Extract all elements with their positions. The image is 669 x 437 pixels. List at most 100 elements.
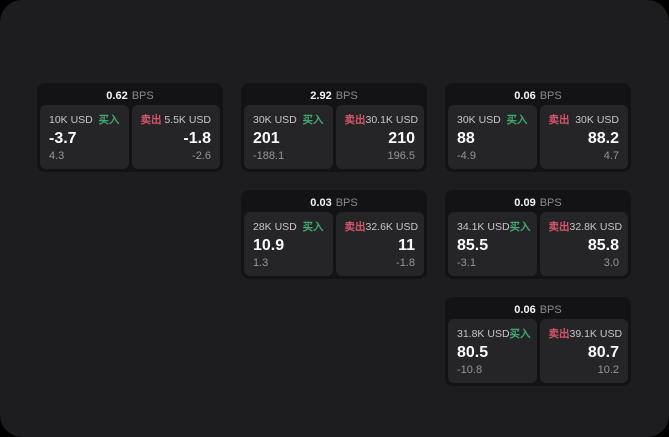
buy-change-value: 4.3 [49,150,65,162]
sell-change-value: -1.8 [396,257,415,269]
buy-size-label: 30K USD [457,113,501,126]
sell-size-label: 30.1K USD [365,113,419,126]
card-header: 0.09 BPS [448,193,628,212]
buy-panel[interactable]: 28K USD 买入 10.9 1.3 [244,212,333,276]
buy-tag: 买入 [98,114,120,126]
buy-panel-top: 31.8K USD 买入 [457,326,531,341]
sell-price-value: 88.2 [587,130,619,147]
sell-panel-top: 卖出 30.1K USD [344,112,419,127]
cards-grid: 0.62 BPS 10K USD 买入 -3.7 4.3 卖出 5.5K USD… [37,83,631,386]
sell-panel[interactable]: 卖出 30.1K USD 210 196.5 [335,105,424,169]
bps-value: 0.09 [514,196,536,209]
sell-panel[interactable]: 卖出 30K USD 88.2 4.7 [539,105,628,169]
quote-card: 0.62 BPS 10K USD 买入 -3.7 4.3 卖出 5.5K USD… [37,83,223,172]
sell-tag: 卖出 [344,221,366,233]
sell-size-label: 32.8K USD [569,220,623,233]
sell-panel[interactable]: 卖出 5.5K USD -1.8 -2.6 [131,105,220,169]
sell-size-label: 30K USD [575,113,619,126]
buy-panel-top: 30K USD 买入 [253,112,324,127]
bps-unit: BPS [335,196,358,209]
sell-panel[interactable]: 卖出 39.1K USD 80.7 10.2 [539,319,628,383]
buy-size-label: 28K USD [253,220,297,233]
card-header: 2.92 BPS [244,86,424,105]
sell-panel-top: 卖出 5.5K USD [141,112,212,127]
sell-size-label: 5.5K USD [164,113,211,126]
quote-card: 0.09 BPS 34.1K USD 买入 85.5 -3.1 卖出 32.8K… [445,190,631,279]
buy-panel-top: 34.1K USD 买入 [457,219,531,234]
sell-panel-top: 卖出 32.6K USD [344,219,419,234]
buy-price-value: 80.5 [457,344,489,361]
buy-change-value: -188.1 [253,150,285,162]
buy-size-label: 10K USD [49,113,93,126]
buy-price-value: -3.7 [49,130,77,147]
buy-panel[interactable]: 31.8K USD 买入 80.5 -10.8 [448,319,537,383]
sell-size-label: 39.1K USD [569,327,623,340]
card-header: 0.03 BPS [244,193,424,212]
sell-change-value: 196.5 [387,150,415,162]
sell-price-value: 85.8 [587,237,619,254]
sell-tag: 卖出 [140,114,162,126]
sell-panel-top: 卖出 32.8K USD [548,219,623,234]
buy-panel-top: 10K USD 买入 [49,112,120,127]
buy-sell-panels: 10K USD 买入 -3.7 4.3 卖出 5.5K USD -1.8 -2.… [40,105,220,169]
buy-panel[interactable]: 10K USD 买入 -3.7 4.3 [40,105,129,169]
sell-change-value: 3.0 [603,257,619,269]
card-header: 0.06 BPS [448,300,628,319]
sell-price-value: 80.7 [587,344,619,361]
bps-unit: BPS [131,89,154,102]
card-header: 0.62 BPS [40,86,220,105]
buy-change-value: -4.9 [457,150,476,162]
sell-tag: 卖出 [548,328,570,340]
sell-panel-top: 卖出 30K USD [549,112,620,127]
bps-unit: BPS [539,89,562,102]
quote-card: 2.92 BPS 30K USD 买入 201 -188.1 卖出 30.1K … [241,83,427,172]
buy-change-value: -3.1 [457,257,476,269]
bps-unit: BPS [335,89,358,102]
sell-price-value: 11 [398,237,415,254]
buy-size-label: 31.8K USD [457,327,510,340]
buy-price-value: 88 [457,130,475,147]
quote-card: 0.03 BPS 28K USD 买入 10.9 1.3 卖出 32.6K US… [241,190,427,279]
buy-panel-top: 30K USD 买入 [457,112,528,127]
buy-panel[interactable]: 34.1K USD 买入 85.5 -3.1 [448,212,537,276]
sell-change-value: 4.7 [603,150,619,162]
buy-panel-top: 28K USD 买入 [253,219,324,234]
sell-tag: 卖出 [548,114,570,126]
sell-size-label: 32.6K USD [365,220,419,233]
buy-panel[interactable]: 30K USD 买入 88 -4.9 [448,105,537,169]
buy-tag: 买入 [509,328,531,340]
buy-sell-panels: 30K USD 买入 201 -188.1 卖出 30.1K USD 210 1… [244,105,424,169]
sell-tag: 卖出 [344,114,366,126]
buy-change-value: -10.8 [457,364,483,376]
buy-tag: 买入 [509,221,531,233]
sell-tag: 卖出 [548,221,570,233]
buy-price-value: 201 [253,130,280,147]
buy-sell-panels: 34.1K USD 买入 85.5 -3.1 卖出 32.8K USD 85.8… [448,212,628,276]
quote-card: 0.06 BPS 31.8K USD 买入 80.5 -10.8 卖出 39.1… [445,297,631,386]
buy-change-value: 1.3 [253,257,269,269]
sell-panel[interactable]: 卖出 32.6K USD 11 -1.8 [335,212,424,276]
buy-price-value: 10.9 [253,237,285,254]
bps-value: 0.62 [106,89,128,102]
buy-sell-panels: 28K USD 买入 10.9 1.3 卖出 32.6K USD 11 -1.8 [244,212,424,276]
bps-value: 0.06 [514,89,536,102]
buy-price-value: 85.5 [457,237,489,254]
sell-price-value: 210 [388,130,415,147]
bps-unit: BPS [539,303,562,316]
buy-size-label: 34.1K USD [457,220,510,233]
buy-size-label: 30K USD [253,113,297,126]
sell-panel[interactable]: 卖出 32.8K USD 85.8 3.0 [539,212,628,276]
buy-sell-panels: 30K USD 买入 88 -4.9 卖出 30K USD 88.2 4.7 [448,105,628,169]
bps-value: 0.06 [514,303,536,316]
buy-tag: 买入 [302,221,324,233]
card-header: 0.06 BPS [448,86,628,105]
buy-tag: 买入 [302,114,324,126]
buy-tag: 买入 [506,114,528,126]
bps-value: 0.03 [310,196,332,209]
buy-sell-panels: 31.8K USD 买入 80.5 -10.8 卖出 39.1K USD 80.… [448,319,628,383]
sell-panel-top: 卖出 39.1K USD [548,326,623,341]
bps-value: 2.92 [310,89,332,102]
buy-panel[interactable]: 30K USD 买入 201 -188.1 [244,105,333,169]
bps-unit: BPS [539,196,562,209]
